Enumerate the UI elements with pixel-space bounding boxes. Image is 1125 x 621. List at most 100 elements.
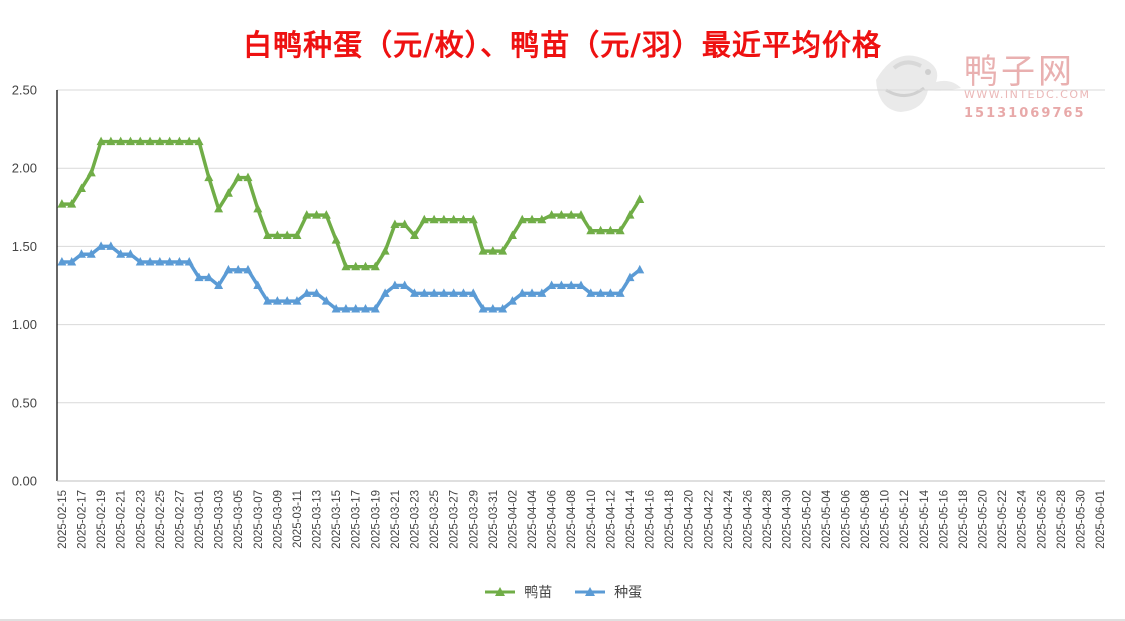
x-tick-label: 2025-03-01 [194, 490, 206, 549]
data-point [615, 288, 625, 297]
data-point [243, 264, 253, 274]
legend-item-egg[interactable]: 种蛋 [573, 582, 642, 602]
data-point [155, 136, 165, 146]
data-point [468, 288, 478, 297]
legend: 鸭苗 种蛋 [0, 582, 1125, 602]
data-point [125, 249, 135, 258]
data-point [57, 199, 67, 208]
data-point [458, 288, 468, 297]
data-point [165, 257, 175, 266]
data-point [596, 288, 606, 297]
x-tick-label: 2025-04-16 [645, 490, 657, 549]
data-point [263, 230, 273, 239]
data-point [635, 194, 645, 203]
data-point [272, 296, 282, 305]
data-point [204, 172, 214, 182]
watermark-brand: 鸭子网 [964, 52, 1075, 92]
legend-label-duckling: 鸭苗 [524, 585, 553, 601]
data-point [125, 136, 135, 146]
data-point [351, 261, 361, 271]
data-point [547, 280, 557, 289]
data-point [419, 288, 429, 297]
chart-title: 白鸭种蛋（元/枚）、鸭苗（元/羽）最近平均价格 [243, 28, 882, 62]
x-tick-label: 2025-02-25 [155, 490, 167, 549]
data-point [488, 303, 498, 313]
data-point [576, 210, 586, 219]
x-tick-label: 2025-03-15 [331, 490, 343, 549]
data-point [625, 210, 635, 219]
data-point [409, 230, 419, 239]
data-point [361, 261, 371, 271]
data-point [135, 257, 145, 266]
data-point [605, 288, 615, 297]
data-point [400, 280, 410, 289]
data-point [458, 214, 468, 224]
x-tick-label: 2025-03-13 [312, 490, 324, 549]
series-duckling [57, 136, 645, 271]
x-tick-label: 2025-05-22 [997, 490, 1009, 549]
data-point [370, 261, 380, 271]
series-line [61, 139, 642, 269]
data-point [586, 288, 596, 297]
data-point [184, 257, 194, 266]
x-tick-label: 2025-05-02 [801, 490, 813, 549]
data-point [302, 210, 312, 219]
x-tick-label: 2025-02-23 [135, 490, 147, 549]
x-tick-label: 2025-03-09 [272, 490, 284, 549]
x-tick-label: 2025-04-08 [566, 490, 578, 549]
series-line [61, 244, 641, 311]
frame-bottom-border [0, 619, 1125, 621]
data-point [155, 257, 165, 266]
data-point [478, 246, 488, 255]
x-tick-label: 2025-04-18 [664, 490, 676, 549]
data-point [390, 280, 400, 289]
x-tick-label: 2025-05-30 [1076, 490, 1088, 549]
data-point [86, 249, 96, 258]
x-tick-label: 2025-05-06 [840, 490, 852, 549]
data-point [361, 303, 371, 313]
data-point [263, 296, 273, 305]
x-tick-label: 2025-04-24 [723, 489, 735, 548]
data-point [321, 210, 331, 219]
x-tick-label: 2025-04-02 [507, 490, 519, 549]
x-tick-label: 2025-04-14 [625, 489, 637, 548]
data-point [116, 136, 126, 146]
x-tick-label: 2025-02-21 [116, 490, 128, 549]
y-tick-label: 0.00 [12, 474, 37, 489]
x-tick-label: 2025-04-30 [782, 490, 794, 549]
data-point [253, 280, 263, 289]
data-point [380, 246, 390, 255]
data-point [341, 303, 351, 313]
data-point [517, 288, 527, 297]
data-point [488, 246, 498, 255]
x-tick-label: 2025-05-16 [938, 490, 950, 549]
data-point [204, 272, 214, 282]
x-tick-label: 2025-05-08 [860, 490, 872, 549]
watermark-site: WWW.INTEDC.COM [964, 88, 1091, 101]
watermark: 鸭子网 WWW.INTEDC.COM 15131069765 [866, 40, 1116, 125]
x-tick-label: 2025-05-20 [978, 490, 990, 549]
data-point [498, 303, 508, 313]
data-point [214, 203, 224, 213]
legend-item-duckling[interactable]: 鸭苗 [483, 582, 552, 602]
data-point [233, 172, 243, 182]
x-tick-label: 2025-04-22 [703, 490, 715, 549]
x-tick-label: 2025-03-17 [351, 490, 363, 549]
x-tick-label: 2025-03-03 [214, 490, 226, 549]
data-point [566, 210, 576, 219]
series-lines [57, 136, 645, 313]
x-tick-label: 2025-05-24 [1017, 489, 1029, 548]
x-tick-label: 2025-04-20 [684, 490, 696, 549]
data-point [312, 210, 322, 219]
data-point [507, 230, 517, 239]
data-point [184, 136, 194, 146]
data-point [507, 296, 517, 305]
data-point [409, 288, 419, 297]
data-point [76, 249, 86, 258]
data-point [57, 257, 67, 266]
data-point [547, 210, 557, 219]
watermark-phone: 15131069765 [964, 106, 1086, 121]
y-tick-label: 1.00 [12, 317, 37, 332]
data-point [174, 136, 184, 146]
x-tick-label: 2025-02-15 [57, 490, 69, 549]
